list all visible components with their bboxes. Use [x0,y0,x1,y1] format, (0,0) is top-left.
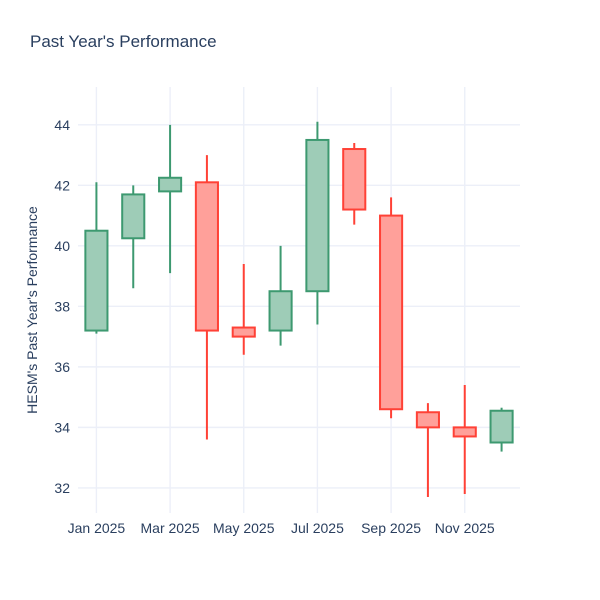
candle-body [489,409,514,444]
candle-11-decreasing[interactable] [452,385,477,494]
y-tick-label: 42 [54,177,70,193]
x-tick-label: Sep 2025 [361,520,421,536]
candle-body [84,229,109,332]
candle-3-increasing[interactable] [158,124,183,274]
y-tick-label: 36 [54,359,70,375]
candle-1-increasing[interactable] [84,182,109,334]
candle-body [268,290,293,332]
candle-body [415,411,440,429]
y-tick-label: 32 [54,480,70,496]
candle-4-decreasing[interactable] [194,155,219,440]
candle-body [231,326,256,338]
candle-body [379,214,404,411]
candle-body [121,193,146,240]
x-tick-label: May 2025 [213,520,275,536]
y-tick-label: 34 [54,419,70,435]
candle-9-decreasing[interactable] [379,197,404,419]
candle-10-decreasing[interactable] [415,403,440,497]
candle-body [158,176,183,193]
x-tick-label: Mar 2025 [141,520,200,536]
y-tick-label: 40 [54,238,70,254]
x-tick-label: Jul 2025 [291,520,344,536]
candle-2-increasing[interactable] [121,185,146,289]
candle-8-decreasing[interactable] [342,142,367,225]
candle-body [452,426,477,438]
x-tick-label: Nov 2025 [435,520,495,536]
x-tick-label: Jan 2025 [68,520,126,536]
candle-12-increasing[interactable] [489,407,514,452]
chart-title: Past Year's Performance [30,32,217,51]
candle-body [342,148,367,211]
candle-6-increasing[interactable] [268,245,293,346]
candle-body [305,138,330,293]
candle-5-decreasing[interactable] [231,263,256,355]
candle-body [194,181,219,332]
candle-7-increasing[interactable] [305,121,330,325]
y-tick-label: 44 [54,117,70,133]
y-tick-label: 38 [54,298,70,314]
